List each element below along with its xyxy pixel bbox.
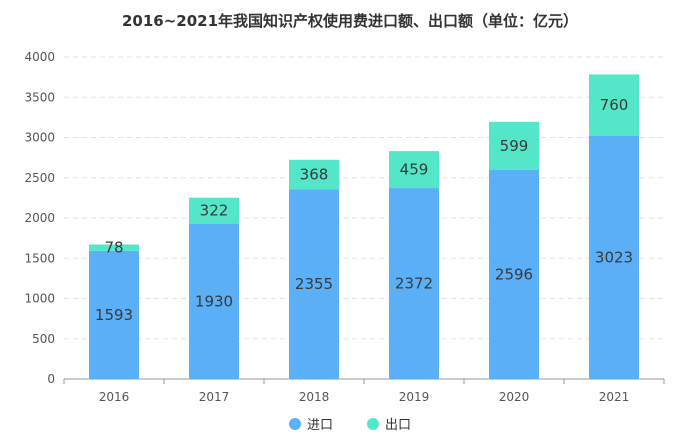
data-label-import: 1930 bbox=[195, 292, 233, 310]
legend-swatch-export bbox=[367, 417, 379, 430]
data-label-export: 368 bbox=[300, 166, 329, 184]
legend-label-export: 出口 bbox=[385, 418, 412, 433]
data-label-import: 2596 bbox=[495, 266, 533, 284]
y-tick-label: 0 bbox=[47, 372, 55, 386]
data-label-import: 2355 bbox=[295, 275, 333, 293]
y-tick-label: 2000 bbox=[24, 211, 55, 225]
data-label-import: 2372 bbox=[395, 275, 433, 293]
bar-import bbox=[89, 250, 139, 379]
x-tick-label: 2020 bbox=[499, 390, 530, 404]
bar-export bbox=[289, 159, 339, 190]
bar-export bbox=[389, 151, 439, 189]
y-tick-label: 2500 bbox=[24, 171, 55, 185]
bar-import bbox=[389, 188, 439, 379]
bar-import bbox=[489, 170, 539, 379]
stacked-bar-chart: 0 500 1000 1500 2000 2500 3000 3500 4000 1593 78 20… bbox=[24, 50, 665, 404]
bar-import bbox=[289, 189, 339, 379]
y-tick-label: 3500 bbox=[24, 90, 55, 104]
data-label-import: 3023 bbox=[595, 248, 633, 266]
bar-export bbox=[89, 244, 139, 251]
bar-import bbox=[189, 223, 239, 379]
x-tick-label: 2021 bbox=[599, 390, 630, 404]
y-tick-label: 1000 bbox=[24, 292, 55, 306]
chart-legend: 进口 出口 bbox=[0, 414, 700, 433]
y-tick-label: 4000 bbox=[24, 50, 55, 64]
data-label-export: 322 bbox=[200, 202, 229, 220]
legend-item-import[interactable]: 进口 bbox=[288, 414, 333, 433]
y-tick-label: 500 bbox=[32, 332, 55, 346]
data-label-export: 78 bbox=[104, 239, 123, 257]
chart-title: 2016~2021年我国知识产权使用费进口额、出口额（单位：亿元） bbox=[121, 12, 579, 30]
data-label-import: 1593 bbox=[95, 306, 133, 324]
x-tick-label: 2016 bbox=[99, 390, 130, 404]
data-label-export: 599 bbox=[500, 137, 529, 155]
bar-import bbox=[589, 135, 639, 379]
x-tick-label: 2017 bbox=[199, 390, 230, 404]
x-tick-label: 2019 bbox=[399, 390, 430, 404]
y-tick-label: 3000 bbox=[24, 131, 55, 145]
bar-export bbox=[489, 121, 539, 171]
bar-export bbox=[189, 197, 239, 224]
legend-label-import: 进口 bbox=[306, 418, 333, 433]
y-tick-label: 1500 bbox=[24, 251, 55, 265]
bar-export bbox=[589, 74, 639, 136]
data-label-export: 760 bbox=[600, 96, 629, 114]
x-tick-label: 2018 bbox=[299, 390, 330, 404]
data-label-export: 459 bbox=[400, 161, 429, 179]
legend-swatch-import bbox=[288, 417, 301, 430]
legend-item-export[interactable]: 出口 bbox=[367, 414, 411, 433]
